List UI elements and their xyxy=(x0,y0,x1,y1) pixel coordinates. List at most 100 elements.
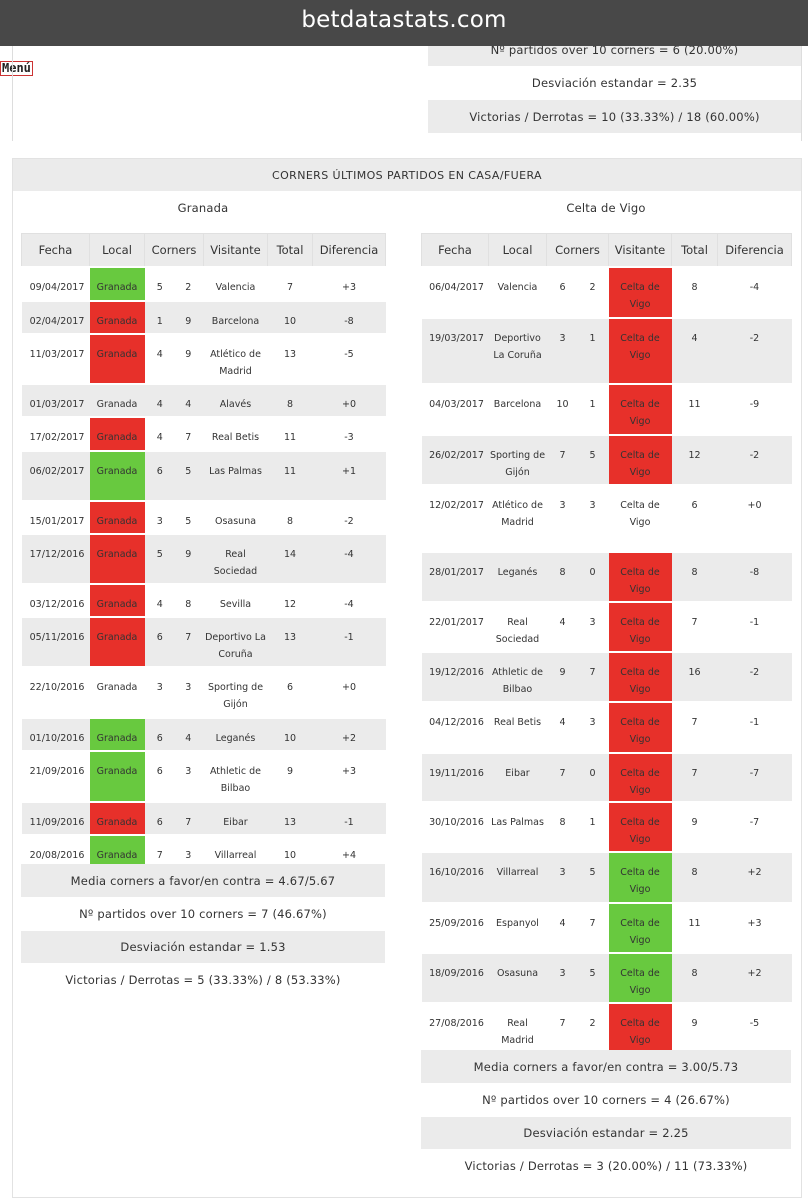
column-header-visitante[interactable]: Visitante xyxy=(203,233,268,268)
corners-for: 6 xyxy=(156,466,163,477)
corners-for: 6 xyxy=(156,733,163,744)
cell-diferencia: -4 xyxy=(312,583,386,618)
table-header-row: Fecha Local Corners Visitante Total Dife… xyxy=(21,233,386,268)
cell-fecha: 22/01/2017 xyxy=(421,601,489,653)
table-header-row: Fecha Local Corners Visitante Total Dife… xyxy=(421,233,792,268)
cell-local: Granada xyxy=(89,416,145,452)
corners-for: 4 xyxy=(559,918,566,929)
column-header-local[interactable]: Local xyxy=(89,233,145,268)
column-header-local[interactable]: Local xyxy=(488,233,547,268)
corners-for: 4 xyxy=(559,717,566,728)
cell-fecha: 03/12/2016 xyxy=(21,583,90,618)
column-header-corners[interactable]: Corners xyxy=(144,233,204,268)
corners-for: 3 xyxy=(156,516,163,527)
cell-local: Granada xyxy=(89,717,145,752)
column-header-total[interactable]: Total xyxy=(267,233,313,268)
corners-for: 6 xyxy=(156,766,163,777)
stat-victorias: Victorias / Derrotas = 3 (20.00%) / 11 (… xyxy=(421,1149,791,1183)
table-row[interactable]: 22/01/2017 Real Sociedad 4 3 Celta de Vigo 7-… xyxy=(421,601,792,653)
granada-corners-table: Fecha Local Corners Visitante Total Dife… xyxy=(21,233,386,869)
cell-visitante: Atlético de Madrid xyxy=(203,333,268,385)
table-row[interactable]: 02/04/2017 Granada 1 9 Barcelona 10 -8 xyxy=(21,300,386,335)
table-row[interactable]: 06/04/2017 Valencia 6 2 Celta de Vigo 8 -4 xyxy=(421,266,792,319)
table-row[interactable]: 16/10/2016 Villarreal 3 5 Celta de Vigo 8 +2 xyxy=(421,851,792,904)
cell-diferencia: +2 xyxy=(717,851,792,904)
cell-total: 9 xyxy=(671,801,718,853)
column-header-fecha[interactable]: Fecha xyxy=(21,233,90,268)
menu-button[interactable]: Menú xyxy=(0,61,33,76)
table-row[interactable]: 01/10/2016 Granada 6 4 Leganés 10 +2 xyxy=(21,717,386,752)
corners-for: 8 xyxy=(559,567,566,578)
corners-for: 3 xyxy=(559,500,566,511)
column-header-total[interactable]: Total xyxy=(671,233,718,268)
column-header-diferencia[interactable]: Diferencia xyxy=(717,233,792,268)
table-row[interactable]: 03/12/2016 Granada 4 8 Sevilla 12 -4 xyxy=(21,583,386,618)
corners-for: 8 xyxy=(559,817,566,828)
table-row[interactable]: 17/02/2017 Granada 4 7 Real Betis 11 -3 xyxy=(21,416,386,452)
table-row[interactable]: 15/01/2017 Granada 3 5 Osasuna 8 -2 xyxy=(21,500,386,535)
table-row[interactable]: 19/11/2016 Eibar 7 0 Celta de Vigo 7 -7 xyxy=(421,752,792,803)
table-row[interactable]: 06/02/2017 Granada 6 5 Las Palmas 11 +1 xyxy=(21,450,386,502)
cell-local: Real Madrid xyxy=(488,1002,547,1054)
site-title[interactable]: betdatastats.com xyxy=(301,7,507,33)
cell-local: Leganés xyxy=(488,551,547,603)
cell-diferencia: +0 xyxy=(312,666,386,719)
cell-local: Villarreal xyxy=(488,851,547,904)
cell-local: Real Betis xyxy=(488,701,547,754)
corners-for: 4 xyxy=(559,617,566,628)
column-header-corners[interactable]: Corners xyxy=(546,233,609,268)
stat-media-corners: Media corners a favor/en contra = 4.67/5… xyxy=(21,864,385,897)
table-row[interactable]: 19/03/2017 Deportivo La Coruña 3 1 Celta de … xyxy=(421,317,792,385)
table-row[interactable]: 01/03/2017 Granada 4 4 Alavés 8 +0 xyxy=(21,383,386,418)
column-header-diferencia[interactable]: Diferencia xyxy=(312,233,386,268)
table-row[interactable]: 11/09/2016 Granada 6 7 Eibar 13 -1 xyxy=(21,801,386,836)
cell-visitante: Sporting de Gijón xyxy=(203,666,268,719)
table-row[interactable]: 09/04/2017 Granada 5 2 Valencia 7 +3 xyxy=(21,266,386,302)
cell-total: 10 xyxy=(267,300,313,335)
table-row[interactable]: 30/10/2016 Las Palmas 8 1 Celta de Vigo 9 -7 xyxy=(421,801,792,853)
column-header-visitante[interactable]: Visitante xyxy=(608,233,672,268)
table-row[interactable]: 11/03/2017 Granada 4 9 Atlético de Madrid 13-… xyxy=(21,333,386,385)
cell-diferencia: -4 xyxy=(312,533,386,585)
column-header-fecha[interactable]: Fecha xyxy=(421,233,489,268)
cell-diferencia: +2 xyxy=(717,952,792,1004)
table-row[interactable]: 20/08/2016 Granada 7 3 Villarreal 10 +4 xyxy=(21,834,386,869)
corners-against: 9 xyxy=(185,316,192,327)
table-row[interactable]: 17/12/2016 Granada 5 9 Real Sociedad 14 -4 xyxy=(21,533,386,585)
cell-diferencia: +3 xyxy=(312,750,386,803)
cell-local: Granada xyxy=(89,666,145,719)
table-row[interactable]: 22/10/2016 Granada 3 3 Sporting de Gijón 6 +0 xyxy=(21,666,386,719)
table-row[interactable]: 04/12/2016 Real Betis 4 3 Celta de Vigo 7 -1 xyxy=(421,701,792,754)
cell-diferencia: -8 xyxy=(312,300,386,335)
table-row[interactable]: 05/11/2016 Granada 6 7 Deportivo La Coruña 13… xyxy=(21,616,386,668)
cell-total: 8 xyxy=(671,851,718,904)
table-row[interactable]: 19/12/2016 Athletic de Bilbao 9 7 Celta de V… xyxy=(421,651,792,703)
table-row[interactable]: 26/02/2017 Sporting de Gijón 7 5 Celta de Vi… xyxy=(421,434,792,486)
table-row[interactable]: 28/01/2017 Leganés 8 0 Celta de Vigo 8 -8 xyxy=(421,551,792,603)
corners-for: 6 xyxy=(559,282,566,293)
table-row[interactable]: 21/09/2016 Granada 6 3 Athletic de Bilbao 9 +3 xyxy=(21,750,386,803)
table-row[interactable]: 25/09/2016 Espanyol 4 7 Celta de Vigo 11 +3 xyxy=(421,902,792,954)
table-row[interactable]: 18/09/2016 Osasuna 3 5 Celta de Vigo 8 +2 xyxy=(421,952,792,1004)
table-row[interactable]: 04/03/2017 Barcelona 10 1 Celta de Vigo 11 -9 xyxy=(421,383,792,436)
stat-over10: Nº partidos over 10 corners = 7 (46.67%) xyxy=(21,897,385,931)
cell-diferencia: -3 xyxy=(312,416,386,452)
cell-local: Las Palmas xyxy=(488,801,547,853)
corners-against: 7 xyxy=(185,817,192,828)
cell-total: 10 xyxy=(267,717,313,752)
cell-fecha: 17/02/2017 xyxy=(21,416,90,452)
cell-diferencia: +2 xyxy=(312,717,386,752)
table-row[interactable]: 12/02/2017 Atlético de Madrid 3 3 Celta de V… xyxy=(421,484,792,553)
table-row[interactable]: 27/08/2016 Real Madrid 7 2 Celta de Vigo 9 -5 xyxy=(421,1002,792,1054)
cell-visitante: Celta de Vigo xyxy=(608,484,672,553)
prev-stat-desviacion: Desviación estandar = 2.35 xyxy=(428,66,801,100)
corners-for: 5 xyxy=(156,549,163,560)
